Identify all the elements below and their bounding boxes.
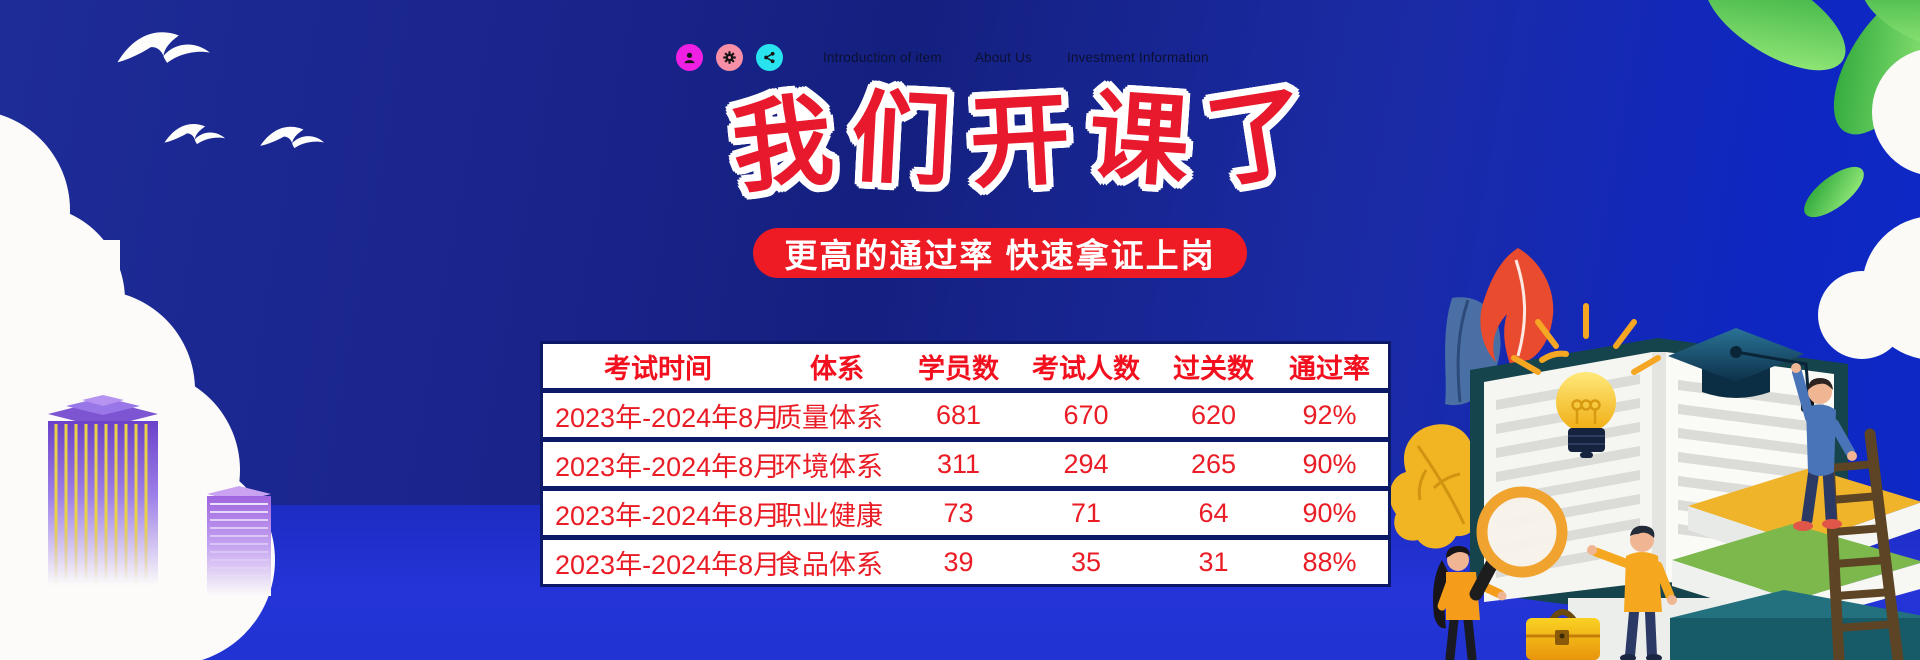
table-cell: 265 [1190, 448, 1237, 479]
table-cell: 681 [935, 399, 982, 430]
title-char: 们 [848, 81, 954, 199]
table-cell: 2023年-2024年8月 [555, 500, 781, 531]
table-cell: 2023年-2024年8月 [555, 451, 781, 482]
table-cell: 2023年-2024年8月 [555, 402, 781, 433]
table-cell: 职业健康 [775, 500, 883, 531]
briefcase-icon [1526, 609, 1600, 660]
graduation-cap-icon [1668, 328, 1814, 412]
table-cell: 食品体系 [775, 549, 883, 580]
header-cell: 过关数 [1173, 353, 1254, 384]
share-icon[interactable] [756, 44, 783, 71]
magnifying-glass-icon [1469, 486, 1568, 601]
nav-link-introduction[interactable]: Introduction of item [823, 50, 942, 65]
table-row: 2023年-2024年8月 职业健康 73 71 64 90% [543, 491, 1388, 535]
right-clouds [1818, 50, 1920, 359]
yellow-leaf [1390, 424, 1487, 549]
header-cell: 学员数 [918, 353, 999, 384]
table-cell: 620 [1190, 399, 1237, 430]
table-cell: 2023年-2024年8月 [555, 549, 781, 580]
green-leaves [1704, 0, 1920, 218]
nav-link-investment[interactable]: Investment Information [1066, 50, 1209, 65]
table-row: 2023年-2024年8月 环境体系 311 294 265 90% [543, 442, 1388, 486]
header-cell: 考试人数 [1032, 353, 1140, 384]
seagull [114, 27, 211, 69]
table-cell: 质量体系 [775, 402, 883, 433]
title-char: 开 [967, 83, 1073, 201]
table-row: 2023年-2024年8月 食品体系 39 35 31 88% [543, 540, 1388, 584]
small-purple-tower [207, 486, 271, 596]
title-char: 我 [726, 84, 839, 206]
exam-results-table: 考试时间 体系 学员数 考试人数 过关数 通过率 2023年-2024年8月 质… [540, 341, 1391, 587]
seagull [259, 125, 325, 150]
student-with-magnifier [1433, 546, 1507, 660]
top-navigation: Introduction of item About Us Investment… [676, 44, 1209, 71]
title-char: 了 [1199, 74, 1316, 202]
nav-link-about[interactable]: About Us [974, 50, 1032, 65]
table-cell: 88% [1302, 546, 1357, 577]
table-cell: 39 [943, 546, 974, 577]
title-char: 课 [1085, 80, 1193, 200]
header-cell: 考试时间 [604, 353, 712, 384]
table-cell: 670 [1063, 399, 1109, 430]
table-cell: 73 [943, 497, 974, 528]
red-flame-leaf [1480, 248, 1554, 365]
table-cell: 92% [1302, 399, 1357, 430]
table-cell: 90% [1302, 448, 1357, 479]
table-cell: 90% [1302, 497, 1357, 528]
header-cell: 通过率 [1289, 353, 1370, 384]
tall-purple-tower [48, 395, 158, 586]
seagull [163, 121, 226, 147]
table-header-row: 考试时间 体系 学员数 考试人数 过关数 通过率 [543, 344, 1388, 388]
page-title: 我 们 开 课 了 [722, 75, 1318, 206]
cloud-and-buildings-illustration [0, 114, 275, 660]
light-bulb-icon [1511, 303, 1661, 458]
table-cell: 64 [1198, 497, 1229, 528]
table-cell: 294 [1063, 448, 1109, 479]
table-cell: 311 [936, 448, 981, 479]
seagulls-illustration [114, 27, 325, 150]
student-orange-shirt [1587, 525, 1677, 660]
table-cell: 71 [1070, 497, 1102, 528]
gear-icon[interactable] [716, 44, 743, 71]
table-cell: 31 [1198, 546, 1229, 577]
subtitle-banner: 更高的通过率 快速拿证上岗 [753, 228, 1247, 278]
user-icon[interactable] [676, 44, 703, 71]
table-cell: 35 [1070, 546, 1102, 577]
table-cell: 环境体系 [775, 451, 883, 482]
subtitle-text: 更高的通过率 快速拿证上岗 [784, 237, 1216, 274]
table-row: 2023年-2024年8月 质量体系 681 670 620 92% [543, 393, 1388, 437]
student-on-books [1791, 363, 1857, 531]
header-cell: 体系 [810, 353, 864, 384]
education-illustration [1390, 0, 1920, 660]
